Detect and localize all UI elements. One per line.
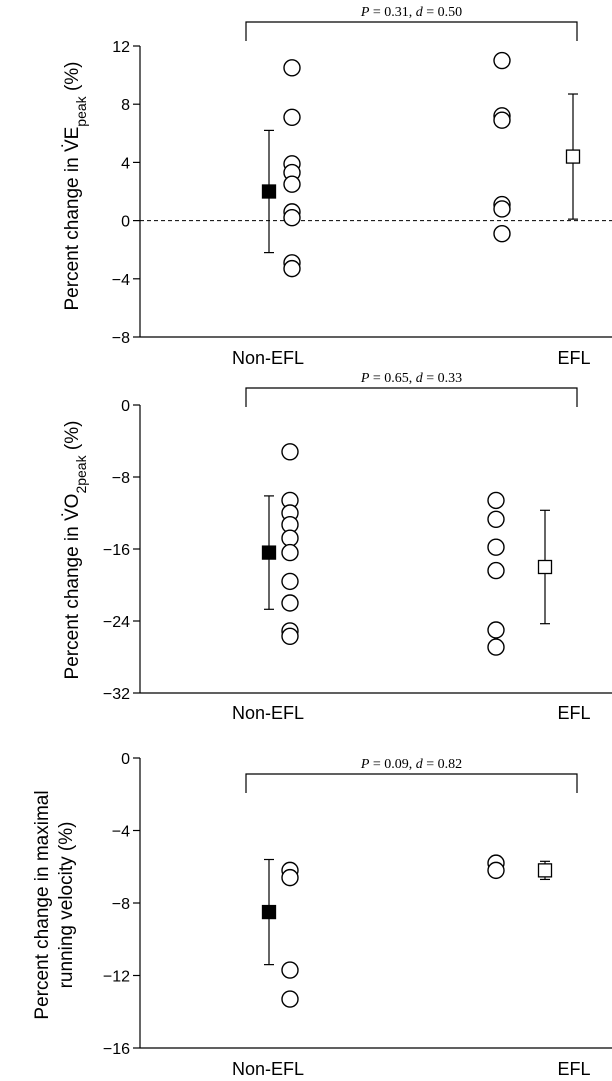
individual-point <box>487 638 505 656</box>
y-tick-label: −8 <box>112 470 130 487</box>
individual-point <box>487 861 505 880</box>
individual-point <box>283 259 301 278</box>
individual-point <box>493 51 511 70</box>
individual-point <box>281 572 299 591</box>
y-tick-label: 12 <box>112 39 130 56</box>
individual-point <box>487 538 505 556</box>
y-tick-label: −8 <box>112 330 130 347</box>
individual-point <box>281 594 299 612</box>
y-tick-label: 8 <box>121 97 130 114</box>
stat-annotation: P = 0.31, d = 0.50 <box>360 5 462 20</box>
panel-1: −8 −4 0 4 8 12 Non-EFL EFL P = 0.31, d = 0.50 Per… <box>62 5 612 368</box>
individual-point <box>493 111 511 129</box>
mean-marker-non-efl <box>261 904 277 920</box>
individual-point <box>283 175 301 193</box>
y-tick-label: 0 <box>121 214 130 231</box>
individual-point <box>281 961 299 979</box>
category-label: Non-EFL <box>232 1059 304 1079</box>
stat-annotation: P = 0.09, d = 0.82 <box>360 757 462 772</box>
y-tick-label: −8 <box>112 896 130 913</box>
category-label: EFL <box>557 348 590 368</box>
mean-marker-non-efl <box>261 545 277 560</box>
y-axis-label: Percent change in V̇O2peak (%) <box>62 421 89 680</box>
mean-marker-efl <box>537 863 553 878</box>
individual-point <box>281 443 299 461</box>
individual-point <box>283 108 301 126</box>
panel-2: −32 −24 −16 −8 0 Non-EFL EFL P = 0.65, d = 0.33… <box>62 371 612 723</box>
y-tick-label: 0 <box>121 398 130 415</box>
comparison-bracket <box>245 21 578 41</box>
y-tick-label: −32 <box>103 686 130 703</box>
panel-3: −16 −12 −8 −4 0 Non-EFL EFL P = 0.09, d = 0.82 P… <box>32 751 612 1079</box>
individual-point <box>281 627 299 645</box>
individual-point <box>487 561 505 580</box>
individual-point <box>487 621 505 639</box>
individual-point <box>493 200 511 218</box>
y-tick-label: 4 <box>121 155 130 172</box>
mean-marker-efl <box>537 559 553 575</box>
category-label: EFL <box>557 1059 590 1079</box>
y-axis-label: Percent change in maximal running velocit… <box>32 790 77 1019</box>
individual-point <box>283 208 301 227</box>
stat-annotation: P = 0.65, d = 0.33 <box>360 371 462 386</box>
y-tick-label: −4 <box>112 824 130 841</box>
category-label: EFL <box>557 703 590 723</box>
category-label: Non-EFL <box>232 703 304 723</box>
y-tick-label: −24 <box>103 614 130 631</box>
comparison-bracket <box>245 387 578 407</box>
individual-point <box>283 59 301 77</box>
y-tick-label: −16 <box>103 542 130 559</box>
mean-marker-non-efl <box>261 184 277 199</box>
individual-point <box>487 491 505 510</box>
y-axis-label: Percent change in V̇Epeak (%) <box>62 62 89 311</box>
individual-point <box>281 543 299 562</box>
comparison-bracket <box>245 773 578 793</box>
individual-point <box>493 224 511 243</box>
y-tick-label: −16 <box>103 1041 130 1058</box>
y-tick-label: −12 <box>103 969 130 986</box>
y-tick-label: 0 <box>121 751 130 768</box>
individual-point <box>281 990 299 1008</box>
mean-marker-efl <box>565 149 581 164</box>
individual-point <box>487 510 505 528</box>
category-label: Non-EFL <box>232 348 304 368</box>
individual-point <box>281 868 299 887</box>
y-tick-label: −4 <box>112 272 130 289</box>
individual-point <box>281 529 299 547</box>
